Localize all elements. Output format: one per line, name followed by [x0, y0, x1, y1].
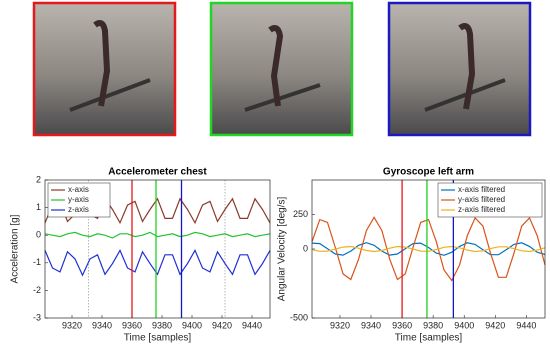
- x-tick-label: 9420: [212, 320, 232, 330]
- chart-title: Gyroscope left arm: [383, 167, 474, 178]
- y-tick-label: -3: [33, 312, 41, 322]
- y-tick-label: -500: [290, 312, 308, 322]
- legend-label: z-axis filtered: [458, 205, 505, 214]
- legend-label: x-axis filtered: [458, 185, 505, 194]
- x-tick-label: 9320: [330, 320, 350, 330]
- series-line: [311, 245, 546, 253]
- photos: [32, 1, 532, 137]
- axes-box: [311, 179, 546, 319]
- series-line: [44, 231, 271, 239]
- treadmill: [69, 78, 506, 112]
- legend-label: y-axis: [68, 195, 89, 204]
- y-tick-label: 250: [293, 209, 308, 219]
- y-tick-label: 2: [36, 174, 41, 184]
- x-tick-label: 9440: [516, 320, 536, 330]
- x-tick-label: 9380: [423, 320, 443, 330]
- x-tick-label: 9400: [182, 320, 202, 330]
- legend-box: [437, 182, 543, 218]
- y-axis-label: Angular Velocity [deg/s]: [277, 197, 288, 302]
- x-tick-label: 9360: [122, 320, 142, 330]
- legend-label: x-axis: [68, 185, 89, 194]
- photo-green: [209, 1, 354, 137]
- x-tick-label: 9440: [242, 320, 262, 330]
- y-axis-label: Acceleration [g]: [10, 214, 21, 283]
- axes-box: [44, 179, 271, 319]
- x-tick-label: 9420: [485, 320, 505, 330]
- series-line: [311, 216, 546, 282]
- x-tick-label: 9340: [92, 320, 112, 330]
- skier: [93, 20, 476, 110]
- series-line: [44, 249, 271, 277]
- series-line: [311, 242, 546, 256]
- y-tick-label: 1: [36, 202, 41, 212]
- x-tick-label: 9380: [152, 320, 172, 330]
- chart-title: Accelerometer chest: [108, 167, 207, 178]
- legend-label: y-axis filtered: [458, 195, 505, 204]
- y-tick-label: 0: [303, 243, 308, 253]
- x-tick-label: 9360: [392, 320, 412, 330]
- x-axis-label: Time [samples]: [124, 333, 192, 344]
- x-tick-label: 9320: [62, 320, 82, 330]
- x-tick-label: 9340: [361, 320, 381, 330]
- y-tick-label: 0: [36, 230, 41, 240]
- photo-blue: [387, 1, 532, 137]
- legend-label: z-axis: [68, 205, 89, 214]
- x-tick-label: 9400: [454, 320, 474, 330]
- y-tick-label: -1: [33, 257, 41, 267]
- x-axis-label: Time [samples]: [395, 333, 463, 344]
- y-tick-label: -2: [33, 285, 41, 295]
